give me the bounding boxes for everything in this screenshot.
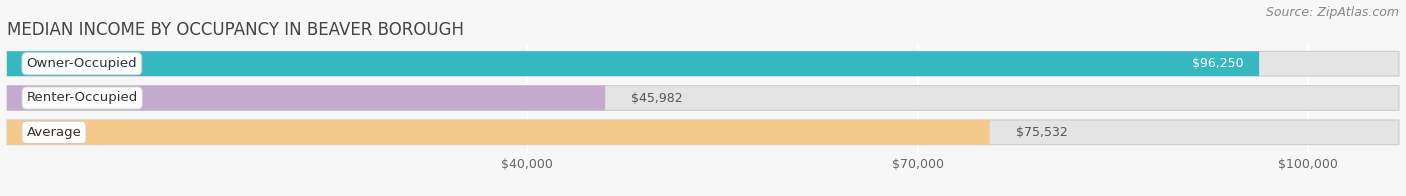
FancyBboxPatch shape bbox=[7, 51, 1399, 76]
FancyBboxPatch shape bbox=[7, 120, 990, 145]
Text: Renter-Occupied: Renter-Occupied bbox=[27, 92, 138, 104]
FancyBboxPatch shape bbox=[7, 86, 605, 110]
Text: Owner-Occupied: Owner-Occupied bbox=[27, 57, 138, 70]
FancyBboxPatch shape bbox=[7, 86, 1399, 110]
Text: $96,250: $96,250 bbox=[1192, 57, 1243, 70]
FancyBboxPatch shape bbox=[7, 51, 1260, 76]
Text: Source: ZipAtlas.com: Source: ZipAtlas.com bbox=[1265, 6, 1399, 19]
Text: $45,982: $45,982 bbox=[631, 92, 683, 104]
FancyBboxPatch shape bbox=[7, 120, 1399, 145]
Text: $75,532: $75,532 bbox=[1015, 126, 1067, 139]
Text: MEDIAN INCOME BY OCCUPANCY IN BEAVER BOROUGH: MEDIAN INCOME BY OCCUPANCY IN BEAVER BOR… bbox=[7, 21, 464, 39]
Text: Average: Average bbox=[27, 126, 82, 139]
